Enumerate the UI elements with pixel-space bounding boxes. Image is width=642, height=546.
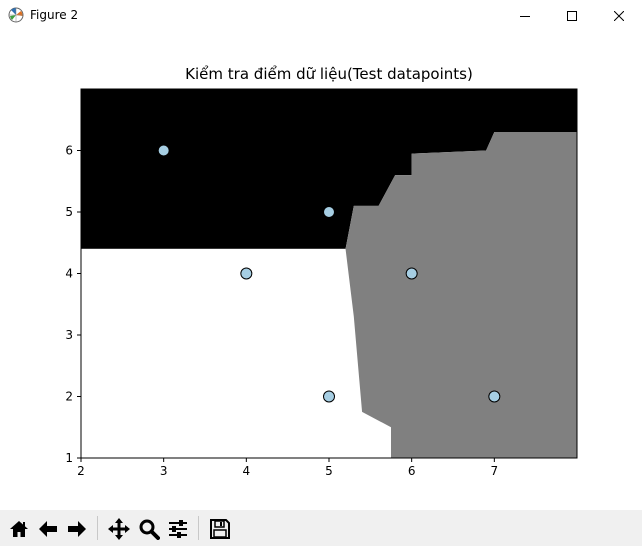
decision-region-class-2 bbox=[345, 132, 577, 459]
y-tick-label: 5 bbox=[65, 205, 73, 219]
forward-button[interactable] bbox=[63, 515, 90, 542]
data-point bbox=[157, 144, 170, 157]
x-tick-label: 4 bbox=[243, 464, 251, 478]
home-button[interactable] bbox=[5, 515, 32, 542]
x-tick-label: 2 bbox=[77, 464, 85, 478]
x-tick-label: 3 bbox=[160, 464, 168, 478]
decision-region-class-0 bbox=[81, 89, 577, 249]
data-point bbox=[323, 390, 335, 403]
window-title: Figure 2 bbox=[30, 8, 79, 22]
close-icon bbox=[614, 10, 624, 21]
minimize-icon bbox=[520, 15, 530, 17]
scatter-plot: Kiểm tra điểm dữ liệu(Test datapoints) 2… bbox=[65, 65, 578, 479]
zoom-icon bbox=[139, 519, 160, 540]
data-point bbox=[323, 206, 335, 218]
home-icon bbox=[9, 520, 28, 537]
title-bar: Figure 2 bbox=[0, 0, 642, 31]
data-points bbox=[157, 144, 501, 403]
decision-region-class-1 bbox=[81, 248, 391, 458]
y-tick-label: 4 bbox=[65, 267, 73, 281]
save-icon bbox=[209, 518, 230, 539]
x-tick-label: 6 bbox=[408, 464, 416, 478]
y-tick-label: 2 bbox=[65, 390, 73, 404]
chart-title: Kiểm tra điểm dữ liệu(Test datapoints) bbox=[185, 65, 473, 83]
x-tick-label: 7 bbox=[491, 464, 499, 478]
data-point bbox=[240, 267, 253, 280]
minimize-button[interactable] bbox=[502, 0, 548, 31]
maximize-icon bbox=[567, 10, 577, 21]
figure-canvas[interactable]: Kiểm tra điểm dữ liệu(Test datapoints) 2… bbox=[0, 31, 642, 510]
pan-button[interactable] bbox=[105, 515, 132, 542]
y-tick-label: 1 bbox=[65, 451, 73, 465]
arrow-left-icon bbox=[38, 520, 57, 537]
maximize-button[interactable] bbox=[549, 0, 595, 31]
sliders-icon bbox=[168, 519, 187, 538]
decision-regions bbox=[81, 89, 577, 459]
x-tick-label: 5 bbox=[325, 464, 333, 478]
toolbar-separator bbox=[97, 516, 98, 540]
back-button[interactable] bbox=[34, 515, 61, 542]
save-button[interactable] bbox=[206, 515, 233, 542]
arrow-right-icon bbox=[67, 520, 86, 537]
navigation-toolbar bbox=[0, 510, 642, 546]
y-tick-label: 3 bbox=[65, 328, 73, 342]
zoom-button[interactable] bbox=[135, 515, 162, 542]
data-point bbox=[405, 267, 418, 280]
configure-subplots-button[interactable] bbox=[164, 515, 191, 542]
y-tick-label: 6 bbox=[65, 144, 73, 158]
close-button[interactable] bbox=[596, 0, 642, 31]
data-point bbox=[488, 390, 501, 403]
toolbar-separator bbox=[198, 516, 199, 540]
move-icon bbox=[107, 517, 130, 540]
matplotlib-app-icon bbox=[8, 7, 24, 23]
